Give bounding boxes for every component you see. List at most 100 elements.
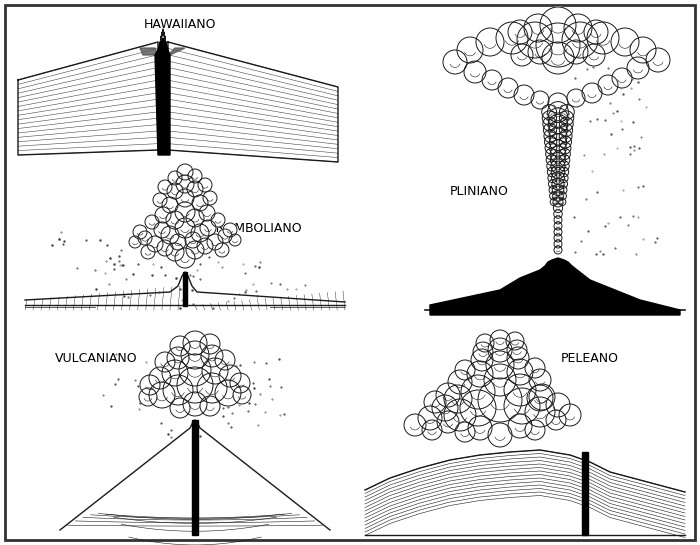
Circle shape (559, 198, 566, 205)
Circle shape (448, 370, 472, 394)
Circle shape (559, 105, 574, 119)
Circle shape (175, 202, 195, 222)
Text: HAWAIIANO: HAWAIIANO (144, 18, 216, 31)
Circle shape (229, 234, 241, 246)
Circle shape (140, 375, 160, 395)
Circle shape (547, 167, 557, 177)
Circle shape (559, 161, 569, 171)
Circle shape (141, 245, 155, 259)
Circle shape (200, 220, 216, 236)
Circle shape (460, 390, 496, 426)
Circle shape (544, 130, 556, 142)
Circle shape (201, 345, 223, 367)
Circle shape (545, 142, 557, 154)
Circle shape (218, 229, 232, 243)
Circle shape (559, 180, 568, 189)
Circle shape (192, 195, 208, 211)
Polygon shape (168, 42, 338, 162)
Circle shape (157, 240, 173, 256)
Circle shape (468, 416, 492, 440)
Text: ESTROMBOLIANO: ESTROMBOLIANO (193, 222, 303, 235)
Circle shape (155, 207, 171, 223)
Circle shape (158, 180, 172, 194)
Circle shape (646, 48, 670, 72)
Circle shape (554, 228, 562, 236)
Text: PELEANO: PELEANO (561, 352, 619, 365)
Circle shape (175, 248, 195, 268)
Circle shape (527, 385, 553, 411)
Circle shape (422, 420, 442, 440)
Circle shape (488, 423, 512, 447)
Polygon shape (192, 420, 198, 535)
Circle shape (138, 231, 152, 245)
Circle shape (543, 123, 556, 137)
Circle shape (552, 184, 564, 196)
Circle shape (547, 101, 568, 123)
Circle shape (548, 93, 568, 113)
Circle shape (559, 167, 568, 177)
Circle shape (559, 173, 568, 183)
Polygon shape (155, 38, 170, 155)
Circle shape (177, 367, 213, 403)
Circle shape (508, 414, 532, 438)
Circle shape (207, 234, 223, 250)
Circle shape (504, 374, 536, 406)
Circle shape (559, 155, 570, 165)
Circle shape (176, 175, 194, 193)
Polygon shape (25, 272, 345, 310)
Circle shape (511, 44, 533, 66)
Circle shape (230, 373, 250, 393)
Circle shape (545, 136, 556, 148)
Circle shape (200, 396, 220, 416)
Circle shape (202, 358, 228, 384)
Circle shape (536, 23, 580, 67)
Circle shape (464, 61, 486, 83)
Circle shape (203, 191, 217, 205)
Text: PLINIANO: PLINIANO (450, 185, 509, 198)
Circle shape (546, 155, 557, 165)
Circle shape (486, 351, 514, 379)
Circle shape (559, 123, 573, 137)
Polygon shape (60, 420, 330, 535)
Circle shape (444, 385, 472, 413)
Circle shape (147, 236, 163, 252)
Circle shape (550, 153, 566, 167)
Circle shape (542, 42, 574, 74)
Circle shape (531, 91, 549, 109)
Circle shape (547, 161, 557, 171)
Circle shape (559, 130, 572, 142)
Circle shape (166, 211, 184, 229)
Circle shape (149, 382, 175, 408)
Circle shape (611, 28, 639, 56)
Circle shape (488, 338, 512, 362)
Circle shape (444, 399, 476, 431)
Circle shape (188, 169, 202, 183)
Circle shape (630, 37, 656, 63)
Circle shape (550, 140, 566, 156)
Circle shape (559, 404, 581, 426)
Circle shape (562, 22, 598, 58)
Circle shape (484, 364, 516, 396)
Circle shape (198, 178, 212, 192)
Circle shape (149, 367, 171, 389)
Circle shape (233, 386, 251, 404)
Polygon shape (365, 450, 685, 535)
Circle shape (514, 85, 534, 105)
Circle shape (508, 20, 532, 44)
Circle shape (162, 197, 178, 213)
Circle shape (432, 395, 458, 421)
Circle shape (550, 192, 557, 200)
Circle shape (187, 181, 203, 197)
Circle shape (559, 148, 570, 160)
Polygon shape (582, 452, 588, 535)
Circle shape (476, 28, 504, 56)
Circle shape (554, 222, 562, 230)
Circle shape (223, 223, 237, 237)
Circle shape (167, 347, 189, 369)
Circle shape (564, 14, 592, 42)
Circle shape (554, 203, 563, 213)
Circle shape (525, 358, 545, 378)
Circle shape (553, 197, 563, 207)
Circle shape (191, 224, 209, 242)
Circle shape (598, 75, 618, 95)
